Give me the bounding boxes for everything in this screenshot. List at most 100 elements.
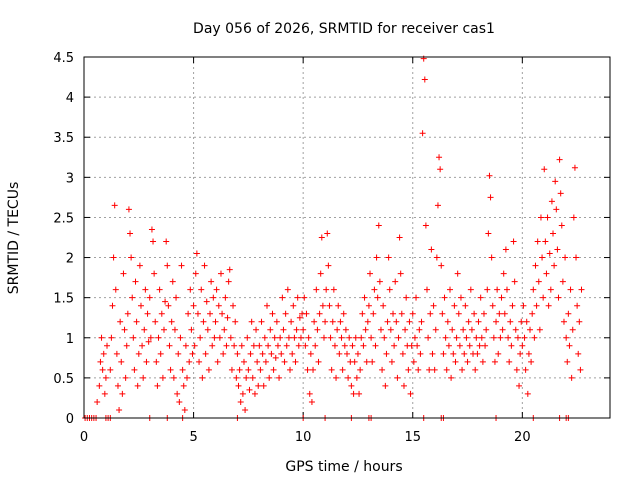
data-point [151, 270, 158, 277]
data-point [239, 390, 246, 397]
data-point [387, 326, 394, 333]
data-point [362, 326, 369, 333]
data-point [433, 254, 440, 261]
y-tick-label: 3.5 [53, 131, 74, 146]
data-point [177, 334, 184, 341]
data-point [372, 342, 379, 349]
x-tick-label: 5 [189, 430, 197, 445]
data-point [465, 318, 472, 325]
data-point [216, 334, 223, 341]
x-tick-label: 20 [514, 430, 531, 445]
data-point [466, 342, 473, 349]
data-point [273, 318, 280, 325]
data-point [562, 254, 569, 261]
data-point [181, 406, 188, 413]
data-point [423, 286, 430, 293]
data-point [188, 326, 195, 333]
data-point [351, 358, 358, 365]
data-point [220, 350, 227, 357]
data-point [284, 286, 291, 293]
data-point [450, 350, 457, 357]
data-point [160, 326, 167, 333]
data-point [202, 350, 209, 357]
data-point [540, 294, 547, 301]
y-tick-label: 1 [66, 332, 74, 347]
data-point [174, 390, 181, 397]
data-point [548, 198, 555, 205]
data-point [200, 318, 207, 325]
x-tick-label: 0 [80, 430, 88, 445]
data-point [133, 318, 140, 325]
data-point [405, 366, 412, 373]
data-point [267, 326, 274, 333]
data-point [102, 374, 109, 381]
data-point [415, 366, 422, 373]
y-tick-label: 4 [66, 91, 74, 106]
data-point [368, 334, 375, 341]
data-point [128, 254, 135, 261]
data-point [120, 270, 127, 277]
data-point [567, 286, 574, 293]
data-point [240, 358, 247, 365]
data-point [494, 286, 501, 293]
data-point [525, 350, 532, 357]
data-point [479, 358, 486, 365]
data-point [377, 326, 384, 333]
data-point [373, 254, 380, 261]
data-point [110, 254, 117, 261]
data-point [477, 294, 484, 301]
data-point [255, 382, 262, 389]
data-point [111, 202, 118, 209]
data-point [204, 326, 211, 333]
y-tick-label: 4.5 [53, 51, 74, 66]
data-point [455, 310, 462, 317]
data-point [313, 286, 320, 293]
data-point [166, 342, 173, 349]
data-point [269, 310, 276, 317]
data-point [563, 334, 570, 341]
data-point [285, 334, 292, 341]
data-point [318, 234, 325, 241]
data-point [108, 334, 115, 341]
data-point [225, 278, 232, 285]
data-point [360, 342, 367, 349]
data-point [512, 326, 519, 333]
data-point [190, 302, 197, 309]
data-point [223, 342, 230, 349]
data-point [367, 270, 374, 277]
data-point [528, 358, 535, 365]
data-point [382, 382, 389, 389]
data-point [522, 366, 529, 373]
data-point [100, 350, 107, 357]
data-point [428, 246, 435, 253]
data-point [363, 358, 370, 365]
data-point [301, 294, 308, 301]
data-point [153, 358, 160, 365]
data-point [244, 334, 251, 341]
data-point [406, 318, 413, 325]
data-point [289, 350, 296, 357]
data-point [529, 310, 536, 317]
data-point [168, 318, 175, 325]
data-points [82, 55, 585, 421]
data-point [495, 350, 502, 357]
data-point [442, 334, 449, 341]
data-point [107, 366, 114, 373]
data-point [281, 358, 288, 365]
data-point [247, 350, 254, 357]
data-point [257, 366, 264, 373]
data-point [449, 326, 456, 333]
data-point [344, 350, 350, 357]
data-point [574, 302, 581, 309]
data-point [474, 350, 481, 357]
data-point [116, 406, 123, 413]
data-point [445, 342, 452, 349]
data-point [112, 286, 119, 293]
data-point [348, 382, 355, 389]
data-point [175, 350, 182, 357]
data-point [570, 214, 577, 221]
data-point [293, 326, 300, 333]
data-point [438, 262, 445, 269]
data-point [500, 270, 507, 277]
